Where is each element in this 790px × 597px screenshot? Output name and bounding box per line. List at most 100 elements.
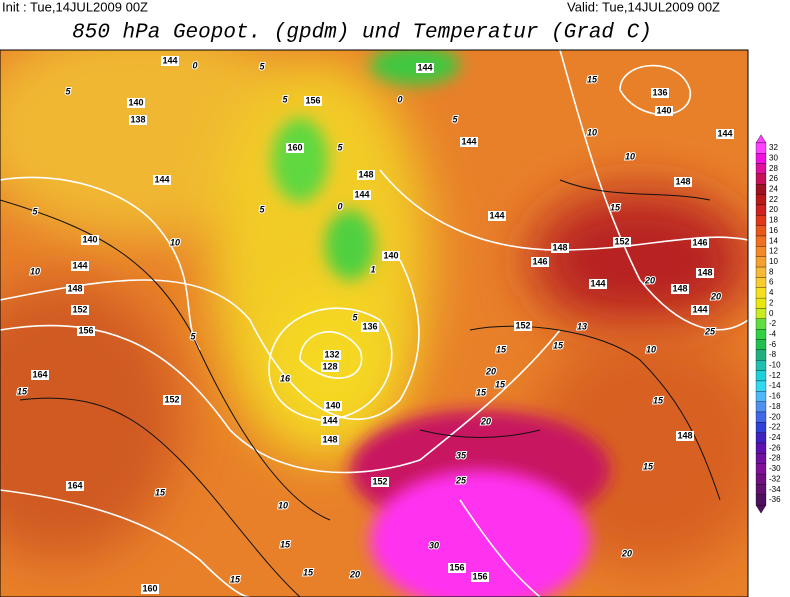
label-box — [324, 401, 342, 411]
temperature-label: 10 — [625, 151, 635, 161]
geopotential-label: 156 — [78, 325, 93, 335]
temperature-label: 5 — [190, 331, 196, 341]
geopotential-label: 152 — [614, 236, 629, 246]
colorbar-cell — [755, 256, 767, 268]
colorbar-cell — [755, 360, 767, 371]
geopotential-label: 144 — [417, 62, 432, 72]
temperature-field — [0, 50, 748, 597]
colorbar-label: -2 — [769, 319, 777, 328]
geopotential-label: 148 — [675, 176, 690, 186]
temperature-label: 10 — [30, 266, 40, 276]
temperature-label: 5 — [337, 142, 343, 152]
temperature-label: 0 — [192, 60, 197, 70]
colorbar-cell — [755, 277, 767, 288]
temperature-label: 15 — [280, 539, 291, 549]
temperature-label: 13 — [577, 321, 587, 331]
colorbar-label: 6 — [769, 278, 774, 287]
colorbar-label: 20 — [769, 205, 778, 214]
colorbar-label: -26 — [769, 443, 781, 452]
geopotential-label: 128 — [322, 361, 337, 371]
label-box — [460, 137, 478, 147]
geopotential-label: 138 — [130, 114, 145, 124]
label-box — [382, 251, 400, 261]
colorbar-label: -8 — [769, 350, 777, 359]
geopotential-label: 140 — [656, 105, 671, 115]
colorbar-label: -6 — [769, 340, 777, 349]
temperature-label: 1 — [370, 264, 375, 274]
temperature-label: 5 — [259, 61, 265, 71]
geopotential-label: 148 — [677, 430, 692, 440]
label-box — [671, 284, 689, 294]
colorbar-label: 28 — [769, 164, 778, 173]
label-box — [286, 143, 304, 153]
geopotential-label: 148 — [322, 434, 337, 444]
init-time: Init : Tue,14JUL2009 00Z — [2, 0, 148, 14]
colorbar-cell — [755, 329, 767, 340]
temperature-label: 20 — [349, 569, 360, 579]
temperature-label: 15 — [587, 74, 598, 84]
temperature-label: 20 — [485, 366, 496, 376]
colorbar-label: 4 — [769, 288, 774, 297]
temperature-contours — [0, 179, 721, 597]
colorbar-cell — [755, 153, 767, 164]
temperature-label: 5 — [352, 312, 358, 322]
temperature-label: 15 — [155, 487, 166, 497]
geopotential-label: 144 — [717, 128, 732, 138]
temperature-label: 5 — [282, 94, 288, 104]
colorbar-cell — [755, 318, 767, 330]
geopotential-label: 140 — [128, 97, 143, 107]
label-box — [357, 170, 375, 180]
label-box — [321, 362, 339, 372]
label-box — [471, 572, 489, 582]
colorbar-cell — [755, 380, 767, 392]
geopotential-label: 156 — [472, 571, 487, 581]
geopotential-label: 144 — [322, 415, 337, 425]
label-box — [514, 321, 532, 331]
temperature-label: 15 — [476, 387, 487, 397]
temperature-label: 25 — [455, 475, 467, 485]
colorbar-label: 10 — [769, 257, 778, 266]
temperature-label: 15 — [230, 574, 241, 584]
colorbar-cell — [755, 142, 767, 154]
temperature-label: 10 — [170, 237, 180, 247]
geopotential-label: 144 — [590, 278, 605, 288]
colorbar-cell — [755, 287, 767, 299]
temperature-label: 25 — [704, 326, 716, 336]
colorbar-cell — [755, 442, 767, 454]
label-box — [353, 190, 371, 200]
label-box — [321, 416, 339, 426]
colorbar-label: -32 — [769, 474, 781, 483]
geopotential-label: 148 — [552, 242, 567, 252]
temperature-label: 10 — [587, 127, 597, 137]
temperature-label: 5 — [65, 86, 71, 96]
temperature-label: 10 — [278, 500, 288, 510]
temperature-label: 35 — [456, 450, 467, 460]
geopotential-label: 152 — [515, 320, 530, 330]
colorbar-cell — [755, 297, 767, 309]
label-box — [691, 305, 709, 315]
label-box — [716, 129, 734, 139]
colorbar-label: 8 — [769, 267, 774, 276]
colorbar-cell — [755, 246, 767, 257]
geopotential-label: 144 — [354, 189, 369, 199]
colorbar-label: -14 — [769, 381, 781, 390]
temperature-label: 10 — [646, 344, 656, 354]
colorbar-cell — [755, 422, 767, 433]
geopotential-label: 132 — [324, 349, 339, 359]
colorbar-cell — [755, 494, 767, 506]
label-box — [589, 279, 607, 289]
temperature-label: 0 — [397, 94, 402, 104]
colorbar-label: 24 — [769, 185, 778, 194]
label-box — [676, 431, 694, 441]
colorbar-label: -20 — [769, 412, 781, 421]
label-box — [129, 115, 147, 125]
colorbar-cell — [755, 266, 767, 278]
colorbar-cell — [755, 194, 767, 206]
label-box — [66, 481, 84, 491]
colorbar-label: -28 — [769, 454, 781, 463]
temperature-label: 20 — [621, 548, 632, 558]
label-box — [31, 370, 49, 380]
label-box — [416, 63, 434, 73]
geopotential-label: 164 — [67, 480, 82, 490]
